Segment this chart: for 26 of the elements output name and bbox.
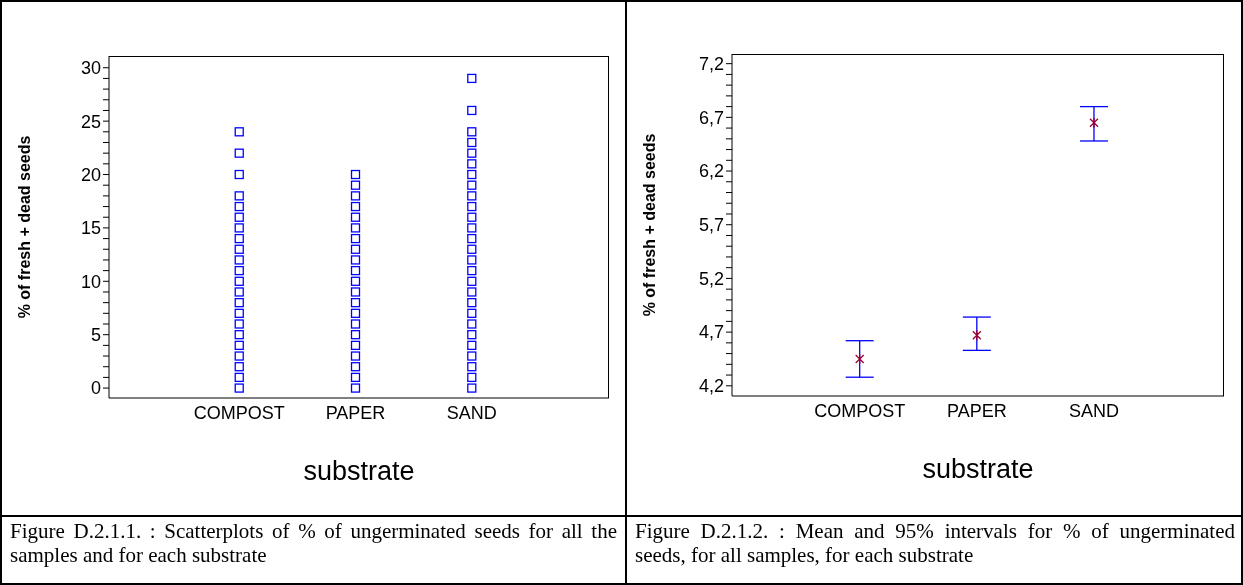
y-axis-title: % of fresh + dead seeds — [15, 135, 33, 319]
y-tick-label: 30 — [80, 58, 101, 79]
y-tick-label: 5,7 — [698, 215, 724, 236]
y-tick-label: 5,2 — [698, 268, 724, 289]
y-axis-title: % of fresh + dead seeds — [640, 133, 658, 317]
text: Figure D.2.1.1. : Scatterplots of % of ungerminated seeds for all the samples and for each substrate — [10, 519, 617, 567]
x-tick-label: COMPOST — [814, 400, 906, 421]
x-tick-label: COMPOST — [193, 402, 285, 423]
y-tick-label: 0 — [90, 378, 101, 399]
x-axis-title: substrate — [922, 454, 1034, 484]
y-tick-label: 4,2 — [698, 376, 724, 397]
y-tick-label: 4,7 — [698, 322, 724, 343]
y-tick-label: 6,2 — [698, 161, 724, 182]
x-tick-label: PAPER — [946, 400, 1007, 421]
y-tick-label: 15 — [80, 218, 101, 239]
y-tick-label: 10 — [80, 271, 101, 292]
x-tick-label: PAPER — [325, 402, 386, 423]
x-tick-label: SAND — [1068, 400, 1119, 421]
y-tick-label: 25 — [80, 111, 101, 132]
text: Figure D.2.1.2. : Mean and 95% intervals for % of ungerminated seeds, for all samples, for each substrate — [635, 519, 1235, 567]
x-tick-label: SAND — [446, 402, 497, 423]
y-tick-label: 5 — [90, 325, 101, 346]
y-tick-label: 20 — [80, 164, 101, 185]
y-tick-label: 7,2 — [698, 54, 724, 75]
x-axis-title: substrate — [303, 456, 415, 486]
y-tick-label: 6,7 — [698, 107, 724, 128]
